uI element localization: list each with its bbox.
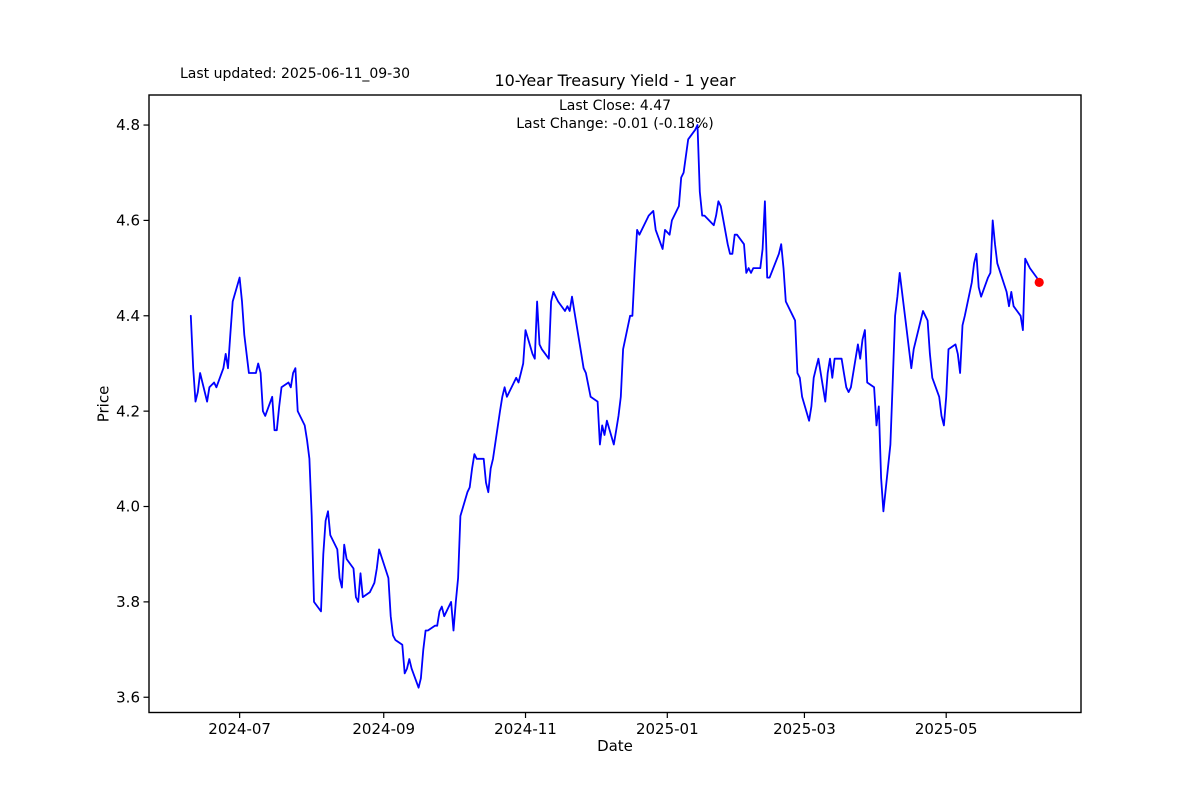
- y-tick-label: 4.2: [116, 402, 140, 420]
- y-tick-label: 4.4: [116, 307, 140, 325]
- plot-border: [148, 94, 1082, 714]
- y-tick-label: 4.6: [116, 212, 140, 230]
- y-tick-label: 3.8: [116, 593, 140, 611]
- subtitle-last-change: Last Change: -0.01 (-0.18%): [516, 116, 714, 132]
- last-updated-label: Last updated: 2025-06-11_09-30: [180, 66, 411, 82]
- chart-title: 10-Year Treasury Yield - 1 year: [494, 71, 736, 90]
- y-axis-label: Price: [94, 385, 113, 423]
- price-line: [189, 124, 1041, 689]
- x-tick-label: 2024-07: [208, 720, 271, 738]
- x-tick-label: 2025-03: [773, 720, 836, 738]
- x-tick-label: 2024-09: [352, 720, 415, 738]
- x-tick-label: 2024-11: [494, 720, 557, 738]
- y-tick-label: 4.0: [116, 498, 140, 516]
- x-tick-label: 2025-05: [915, 720, 978, 738]
- last-close-marker: [1034, 277, 1044, 287]
- y-tick-label: 3.6: [116, 688, 140, 706]
- x-tick-label: 2025-01: [636, 720, 699, 738]
- subtitle-last-close: Last Close: 4.47: [558, 98, 672, 114]
- y-tick-label: 4.8: [116, 116, 140, 134]
- x-axis-label: Date: [597, 737, 633, 755]
